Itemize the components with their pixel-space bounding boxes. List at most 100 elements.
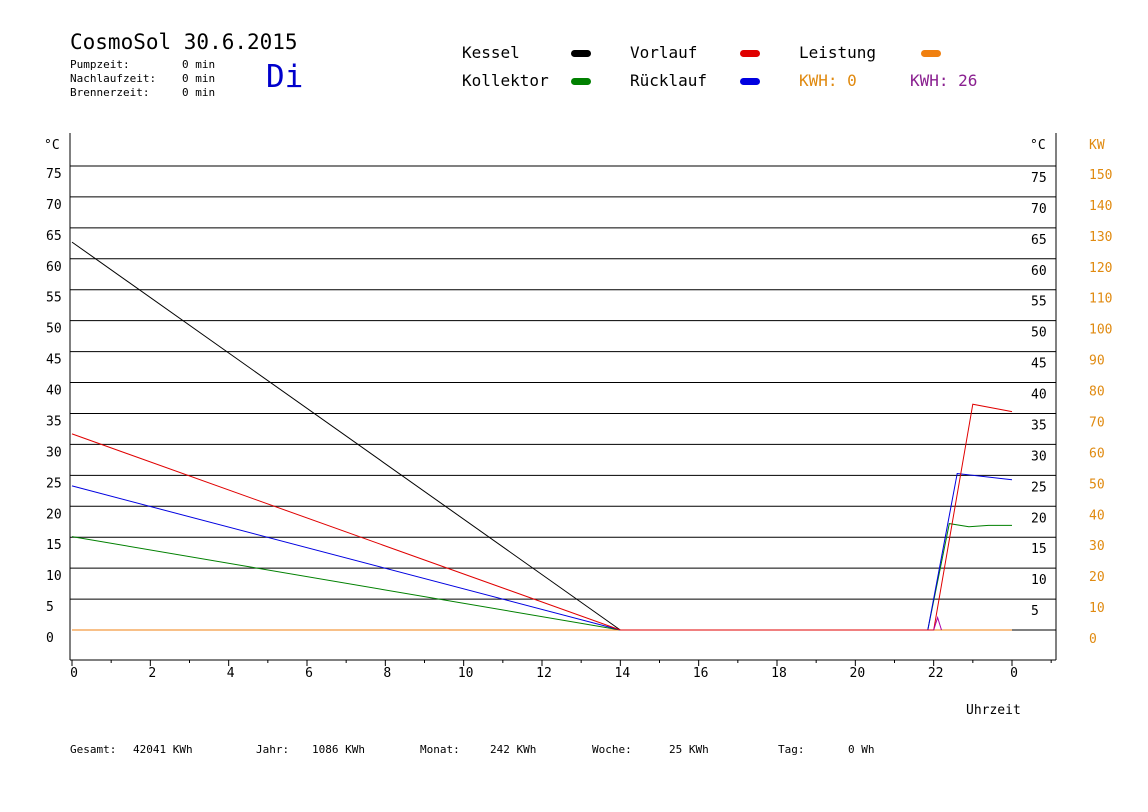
y2-axis-label: KW	[1089, 138, 1105, 153]
y-tick-right-15: 15	[1031, 542, 1047, 557]
y2-tick-110: 110	[1089, 292, 1112, 307]
legend-kollektor-label: Kollektor	[462, 71, 549, 90]
y-tick-right-60: 60	[1031, 264, 1047, 279]
x-axis-label: Uhrzeit	[966, 703, 1021, 718]
footer-tag-label: Tag:	[778, 743, 805, 756]
legend-ruecklauf-swatch	[740, 78, 760, 85]
y2-tick-50: 50	[1089, 477, 1105, 492]
kwh-purple-label: KWH: 26	[910, 71, 978, 90]
y-tick-left-55: 55	[46, 291, 62, 306]
y2-tick-120: 120	[1089, 261, 1112, 276]
series-line-extra-5	[933, 615, 942, 631]
x-tick-label-0: 0	[70, 666, 78, 681]
x-tick-label-7: 14	[615, 666, 631, 681]
y-axis-label-right: °C	[1030, 138, 1046, 153]
y-tick-left-5: 5	[46, 600, 54, 615]
series-line-kollektor	[71, 523, 1012, 631]
brennerzeit-label: Brennerzeit:	[70, 86, 150, 99]
footer-gesamt-label: Gesamt:	[70, 743, 117, 756]
footer-tag-value: 0 Wh	[848, 743, 875, 756]
x-tick-label-9: 18	[771, 666, 787, 681]
x-tick-label-4: 8	[383, 666, 391, 681]
y-axis-label-left: °C	[44, 138, 60, 153]
y-tick-left-45: 45	[46, 353, 62, 368]
x-tick-label-2: 4	[227, 666, 235, 681]
y2-tick-70: 70	[1089, 415, 1105, 430]
y-tick-left-0: 0	[46, 631, 54, 646]
y-tick-left-50: 50	[46, 322, 62, 337]
info-row-nachlaufzeit: Nachlaufzeit: 0 min	[0, 72, 230, 86]
footer-monat-value: 242 KWh	[490, 743, 537, 756]
y-tick-right-50: 50	[1031, 326, 1047, 341]
info-row-pumpzeit: Pumpzeit: 0 min	[0, 58, 230, 72]
footer-woche-label: Woche:	[592, 743, 632, 756]
y-tick-left-30: 30	[46, 445, 62, 460]
legend-leistung-label: Leistung	[799, 43, 877, 62]
y-tick-right-25: 25	[1031, 480, 1047, 495]
y-tick-left-10: 10	[46, 569, 62, 584]
nachlaufzeit-label: Nachlaufzeit:	[70, 72, 157, 85]
footer-gesamt-value: 42041 KWh	[133, 743, 193, 756]
legend-kessel-label: Kessel	[462, 43, 520, 62]
x-tick-label-10: 20	[850, 666, 866, 681]
legend-vorlauf-swatch	[740, 50, 760, 57]
series-line-vorlauf	[71, 403, 1013, 631]
series-line-kessel	[71, 241, 621, 631]
legend-ruecklauf-label: Rücklauf	[630, 71, 708, 90]
chart-title: CosmoSol 30.6.2015	[70, 30, 298, 54]
y2-tick-90: 90	[1089, 354, 1105, 369]
legend-leistung-swatch	[921, 50, 941, 57]
y-tick-left-70: 70	[46, 198, 62, 213]
y-tick-right-55: 55	[1031, 295, 1047, 310]
y-tick-right-30: 30	[1031, 449, 1047, 464]
y-tick-right-5: 5	[1031, 604, 1039, 619]
y-tick-right-65: 65	[1031, 233, 1047, 248]
y-tick-right-75: 75	[1031, 171, 1047, 186]
y-tick-left-65: 65	[46, 229, 62, 244]
weekday-label: Di	[266, 59, 304, 95]
pumpzeit-value: 0 min	[182, 58, 216, 71]
y2-tick-30: 30	[1089, 539, 1105, 554]
x-tick-label-8: 16	[693, 666, 709, 681]
y-tick-left-40: 40	[46, 384, 62, 399]
y-tick-left-60: 60	[46, 260, 62, 275]
brennerzeit-value: 0 min	[182, 86, 216, 99]
y-tick-right-20: 20	[1031, 511, 1047, 526]
y2-tick-100: 100	[1089, 323, 1112, 338]
legend-vorlauf-label: Vorlauf	[630, 43, 698, 62]
footer-monat-label: Monat:	[420, 743, 460, 756]
nachlaufzeit-value: 0 min	[182, 72, 216, 85]
y-tick-left-25: 25	[46, 476, 62, 491]
y2-tick-130: 130	[1089, 230, 1112, 245]
y2-tick-140: 140	[1089, 199, 1112, 214]
y-tick-right-10: 10	[1031, 573, 1047, 588]
x-tick-label-5: 10	[458, 666, 474, 681]
legend-kessel-swatch	[571, 50, 591, 57]
y2-tick-20: 20	[1089, 570, 1105, 585]
y2-tick-0: 0	[1089, 632, 1097, 647]
x-tick-label-6: 12	[536, 666, 552, 681]
info-row-brennerzeit: Brennerzeit: 0 min	[0, 86, 230, 100]
y-tick-left-15: 15	[46, 538, 62, 553]
x-tick-label-11: 22	[928, 666, 944, 681]
kwh-orange-label: KWH: 0	[799, 71, 857, 90]
x-tick-label-12: 0	[1010, 666, 1018, 681]
series-line-rcklauf	[71, 472, 1013, 631]
footer-jahr-label: Jahr:	[256, 743, 290, 756]
y-tick-right-45: 45	[1031, 357, 1047, 372]
y-tick-right-35: 35	[1031, 418, 1047, 433]
pumpzeit-label: Pumpzeit:	[70, 58, 130, 71]
footer-woche-value: 25 KWh	[669, 743, 709, 756]
x-tick-label-1: 2	[148, 666, 156, 681]
y-tick-right-70: 70	[1031, 202, 1047, 217]
y-tick-left-35: 35	[46, 414, 62, 429]
y-tick-right-40: 40	[1031, 388, 1047, 403]
y2-tick-80: 80	[1089, 385, 1105, 400]
x-tick-label-3: 6	[305, 666, 313, 681]
footer-jahr-value: 1086 KWh	[312, 743, 365, 756]
legend-kollektor-swatch	[571, 78, 591, 85]
y-tick-left-75: 75	[46, 167, 62, 182]
y2-tick-40: 40	[1089, 508, 1105, 523]
y-tick-left-20: 20	[46, 507, 62, 522]
